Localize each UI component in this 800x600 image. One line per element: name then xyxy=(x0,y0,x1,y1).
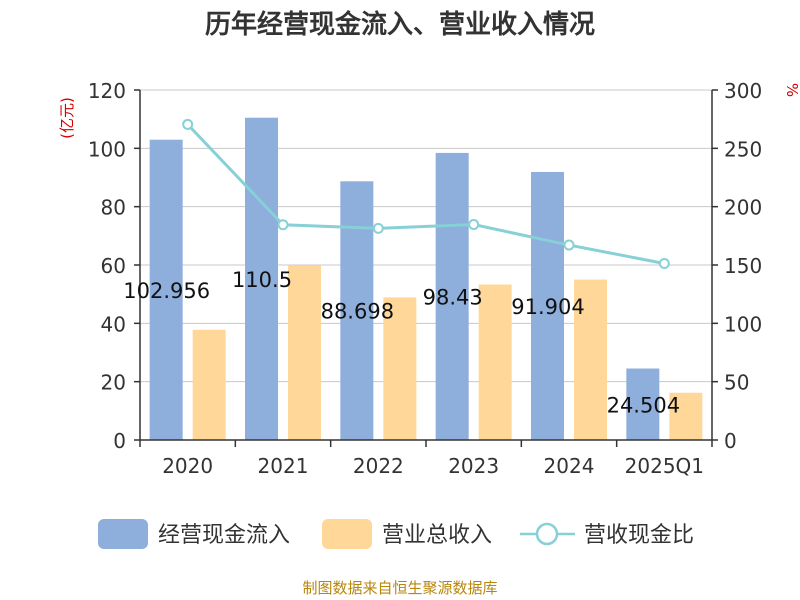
data-label: 91.904 xyxy=(511,295,584,319)
ratio-point xyxy=(277,219,289,231)
x-tick-label: 2022 xyxy=(353,454,404,478)
axes: 0 20 40 60 80 100 120 0 50 100 150 200 250 300 2020 202… xyxy=(58,79,800,478)
bar-revenue xyxy=(574,279,607,440)
bar-cash-inflow xyxy=(245,117,278,440)
bars xyxy=(149,117,703,441)
data-label: 88.698 xyxy=(321,300,394,324)
legend-swatch-cash xyxy=(98,519,148,549)
x-tick-label: 2024 xyxy=(544,454,595,478)
right-tick-label: 200 xyxy=(724,196,762,220)
data-label: 110.5 xyxy=(232,268,292,292)
bar-revenue xyxy=(669,392,703,440)
bar-cash-inflow xyxy=(435,152,469,440)
bar-revenue xyxy=(288,265,321,440)
left-tick-label: 80 xyxy=(101,196,126,220)
right-tick-label: 100 xyxy=(724,312,762,336)
left-tick-label: 20 xyxy=(101,371,126,395)
right-tick-label: 300 xyxy=(724,79,762,103)
left-tick-label: 60 xyxy=(101,254,126,278)
data-label: 98.43 xyxy=(423,285,483,309)
legend-label-ratio: 营收现金比 xyxy=(584,523,694,548)
x-tick-label: 2025Q1 xyxy=(625,454,704,478)
ratio-point xyxy=(372,222,384,234)
left-tick-label: 120 xyxy=(88,79,126,103)
ratio-point xyxy=(563,239,575,251)
ratio-line xyxy=(186,123,665,265)
bar-revenue xyxy=(192,329,226,440)
right-tick-label: 0 xyxy=(724,429,737,453)
ratio-point xyxy=(658,257,670,269)
left-tick-label: 0 xyxy=(113,429,126,453)
data-label: 24.504 xyxy=(607,393,680,417)
legend: 经营现金流入 营业总收入 营收现金比 xyxy=(98,519,694,549)
legend-swatch-revenue xyxy=(322,519,372,549)
bar-revenue xyxy=(383,297,417,440)
chart-title: 历年经营现金流入、营业收入情况 xyxy=(204,10,595,40)
x-tick-label: 2021 xyxy=(258,454,309,478)
data-label: 102.956 xyxy=(123,279,210,303)
legend-label-cash: 经营现金流入 xyxy=(158,523,290,548)
x-tick-label: 2020 xyxy=(162,454,213,478)
ratio-point xyxy=(182,118,194,130)
right-tick-label: 50 xyxy=(724,371,749,395)
left-axis-unit: (亿元) xyxy=(58,97,76,139)
data-labels: 102.956 110.5 88.698 98.43 91.904 24.504 xyxy=(123,268,680,417)
ratio-point xyxy=(468,219,480,231)
left-tick-label: 100 xyxy=(88,137,126,161)
bar-cash-inflow xyxy=(626,368,660,440)
ratio-line-layer xyxy=(182,118,670,269)
bar-cash-inflow xyxy=(149,139,183,440)
source-note: 制图数据来自恒生聚源数据库 xyxy=(302,579,498,597)
x-tick-label: 2023 xyxy=(448,454,499,478)
right-axis-unit: % xyxy=(783,83,800,97)
legend-marker-ratio xyxy=(535,522,559,546)
right-tick-label: 250 xyxy=(724,137,762,161)
bar-revenue xyxy=(478,284,512,440)
right-tick-label: 150 xyxy=(724,254,762,278)
bar-cash-inflow xyxy=(340,181,374,441)
grid-lines xyxy=(140,89,712,383)
bar-cash-inflow xyxy=(531,171,564,441)
left-tick-label: 40 xyxy=(101,312,126,336)
legend-label-revenue: 营业总收入 xyxy=(382,523,492,548)
